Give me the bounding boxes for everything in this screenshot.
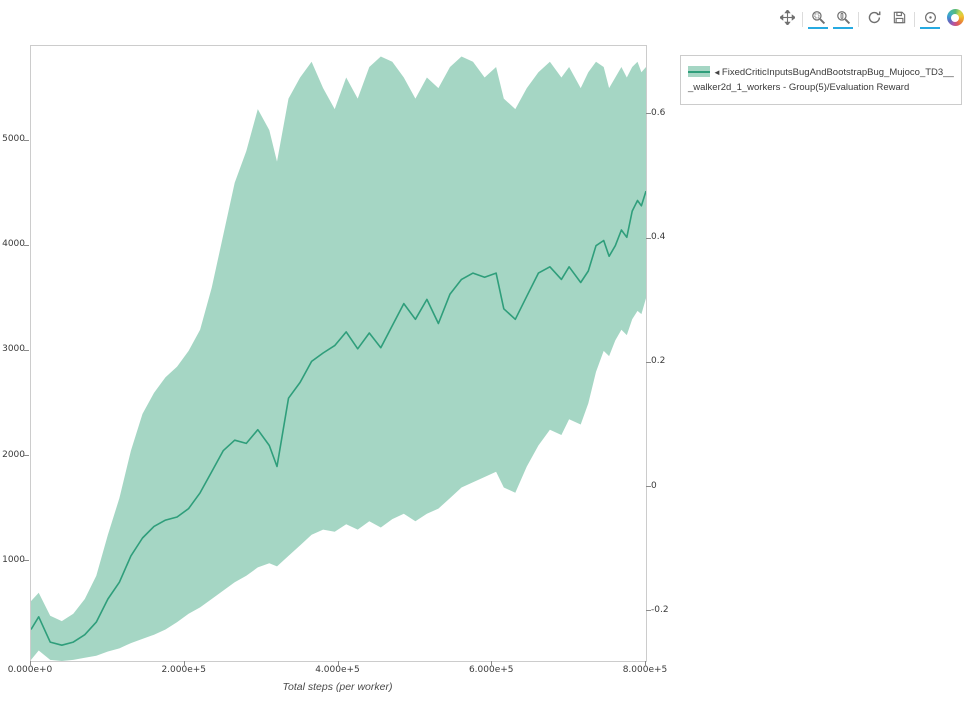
bokeh-toolbar: [777, 7, 965, 31]
x-tick-mark: [491, 661, 493, 666]
plot-canvas[interactable]: [31, 46, 646, 661]
y-left-tick-label: 1000: [2, 554, 25, 565]
y-left-tick-mark: [24, 560, 29, 562]
box-zoom-tool-icon[interactable]: [808, 9, 828, 29]
y-left-tick-mark: [24, 139, 29, 141]
y-left-tick-label: 3000: [2, 344, 25, 355]
y-left-tick-label: 5000: [2, 134, 25, 145]
x-tick-label: 6.000e+5: [468, 665, 514, 675]
y-right-tick-label: 0: [651, 480, 657, 491]
y-right-tick-label: 0.6: [651, 107, 666, 118]
x-axis-title: Total steps (per worker): [282, 681, 393, 693]
toolbar-separator: [858, 11, 859, 27]
y-right-tick-label: 0.4: [651, 232, 666, 243]
y-right-tick-mark: [646, 113, 651, 115]
toolbar-separator: [914, 11, 915, 27]
mean-line: [31, 190, 646, 647]
bokeh-logo-icon: [946, 9, 964, 26]
y-right-tick-mark: [646, 237, 651, 239]
y-left-tick-mark: [24, 244, 29, 246]
legend-label: FixedCriticInputsBugAndBootstrapBug_Mujo…: [688, 67, 954, 94]
y-left-tick-label: 2000: [2, 449, 25, 460]
x-tick-mark: [337, 661, 339, 666]
x-tick-label: 0.000e+0: [7, 665, 53, 675]
y-left-tick-mark: [24, 455, 29, 456]
y-right-tick-label: 0.2: [651, 356, 666, 367]
legend-line-sample: [688, 70, 710, 73]
x-tick-label: 8.000e+5: [622, 665, 668, 675]
x-tick-label: 2.000e+5: [161, 665, 207, 675]
x-tick-mark: [30, 661, 31, 666]
hover-tool-icon[interactable]: [920, 9, 940, 29]
reset-tool-icon[interactable]: [864, 9, 884, 29]
y-left-tick-mark: [24, 349, 29, 351]
y-left-tick-label: 4000: [2, 239, 25, 250]
y-right-tick-label: -0.2: [651, 604, 669, 615]
save-tool-icon[interactable]: [889, 9, 909, 29]
x-tick-label: 4.000e+5: [315, 665, 360, 675]
bokeh-logo-icon[interactable]: [945, 9, 965, 29]
legend[interactable]: ◄FixedCriticInputsBugAndBootstrapBug_Muj…: [680, 55, 962, 106]
y-right-tick-mark: [646, 610, 651, 612]
y-right-tick-mark: [646, 486, 651, 488]
x-tick-mark: [183, 661, 185, 666]
y-right-tick-mark: [646, 361, 651, 363]
plot-frame[interactable]: [30, 45, 647, 662]
legend-collapse-icon[interactable]: ◄: [713, 68, 721, 77]
x-tick-mark: [645, 661, 646, 666]
legend-swatch: [688, 66, 710, 77]
pan-tool-icon[interactable]: [777, 9, 797, 29]
wheel-zoom-tool-icon[interactable]: [833, 9, 853, 29]
confidence-band: [31, 56, 646, 661]
toolbar-separator: [802, 11, 803, 27]
